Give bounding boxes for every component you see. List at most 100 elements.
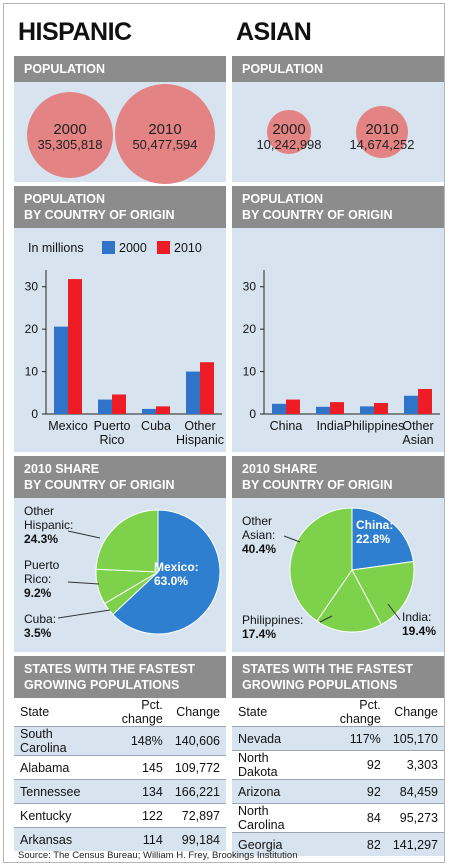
population-circle-2000: [267, 110, 311, 154]
legend-label-2010: 2010: [174, 241, 202, 255]
legend-swatch-2010: [157, 241, 170, 254]
x-tick-label: Puerto: [94, 419, 131, 433]
population-circle-2010: [356, 106, 408, 158]
population-label-2000: 2000 10,242,998: [256, 121, 322, 152]
bar-2000-mexico: [54, 326, 68, 414]
x-tick-label: Philippines: [344, 419, 404, 433]
col-state: State: [232, 698, 316, 727]
y-tick-label: 10: [243, 365, 257, 379]
pie-chart-hispanic: [57, 509, 221, 635]
states-header: STATES WITH THE FASTEST GROWING POPULATIO…: [232, 656, 444, 698]
states-table-asian: State Pct. change Change Nevada 117% 105,1…: [232, 698, 444, 856]
pie-slice-china: [351, 507, 414, 571]
col-pct: Pct. change: [315, 698, 387, 727]
pie-slice-other-hispanic: [95, 509, 159, 573]
table-row: Alabama 145 109,772: [14, 755, 226, 780]
bar-2010-china: [286, 399, 300, 414]
leader-line: [319, 615, 333, 623]
population-label-2010: 2010 14,674,252: [349, 121, 415, 152]
col-change: Change: [168, 698, 226, 727]
population-circle-2010: [115, 84, 215, 184]
table-row: Nevada 117% 105,170: [232, 726, 444, 751]
pie-slice-philippines: [316, 569, 382, 633]
population-header: POPULATION: [14, 56, 226, 82]
pie-label-other-asian: Other Asian: 40.4%: [242, 514, 277, 556]
population-band: 2000 35,305,818 2010 50,477,594: [14, 82, 226, 184]
col-change: Change: [386, 698, 444, 727]
pie-slice-india: [351, 560, 415, 626]
share-header: 2010 SHARE BY COUNTRY OF ORIGIN: [14, 456, 226, 498]
x-tick-label: Other: [402, 419, 433, 433]
origin-chart-band: 0 10 20 30 China India Philippines Other Asian: [232, 228, 444, 452]
population-header: POPULATION: [232, 56, 444, 82]
legend-swatch-2000: [102, 241, 115, 254]
x-tick-label: Asian: [402, 433, 433, 447]
x-tick-label: Hispanic: [176, 433, 224, 447]
bar-2010-other-asian: [418, 388, 432, 414]
y-tick-label: 10: [25, 365, 39, 379]
origin-header: POPULATION BY COUNTRY OF ORIGIN: [14, 186, 226, 228]
bar-2010-india: [330, 402, 344, 414]
share-chart-band: Other Asian: 40.4% Philippines: 17.4% China…: [232, 498, 444, 652]
population-circle-2000: [27, 92, 113, 178]
x-tick-label: Rico: [99, 433, 124, 447]
bar-2000-other-asian: [404, 395, 418, 414]
bar-2010-mexico: [68, 279, 82, 414]
source-note: Source: The Census Bureau; William H. Fr…: [18, 850, 298, 861]
pie-slice-mexico: [112, 509, 221, 635]
bar-2010-puerto-rico: [112, 394, 126, 414]
table-row: Arkansas 114 99,184: [14, 827, 226, 851]
origin-chart-band: 0 10 20 30 Mexico Puerto Rico Cuba Other Hispanic…: [14, 228, 226, 452]
group-title: ASIAN: [236, 18, 312, 46]
y-tick-label: 20: [25, 322, 39, 336]
pie-label-mexico: Mexico: 63.0%: [154, 560, 199, 588]
table-row: Georgia 82 141,297: [232, 832, 444, 856]
y-tick-label: 30: [243, 280, 257, 294]
bar-2010-philippines: [374, 402, 388, 414]
pie-slice-other-asian: [289, 507, 353, 622]
bar-2010-cuba: [156, 406, 170, 414]
table-row: South Carolina 148% 140,606: [14, 726, 226, 756]
states-table-hispanic: State Pct. change Change South Carolina 1…: [14, 698, 226, 851]
pie-label-india: India: 19.4%: [402, 610, 437, 638]
bar-2010-other-hispanic: [200, 362, 214, 414]
pie-label-china: China: 22.8%: [356, 518, 394, 546]
x-tick-label: India: [316, 419, 343, 433]
leader-line: [283, 535, 301, 543]
bar-2000-china: [272, 403, 286, 414]
leader-line: [67, 530, 101, 539]
share-header: 2010 SHARE BY COUNTRY OF ORIGIN: [232, 456, 444, 498]
table-row: North Carolina 84 95,273: [232, 803, 444, 833]
table-row: Arizona 92 84,459: [232, 779, 444, 804]
bar-2000-philippines: [360, 406, 374, 414]
bar-2000-cuba: [142, 408, 156, 414]
legend-unit: In millions: [28, 241, 84, 255]
leader-line: [57, 609, 111, 619]
pie-label-cuba: Cuba: 3.5%: [24, 612, 57, 640]
share-chart-band: Other Hispanic: 24.3% Puerto Rico: 9.2% Cuba…: [14, 498, 226, 652]
infographic-frame: HISPANIC POPULATION 2000 35,305,818 2010 5…: [3, 3, 445, 863]
pie-label-philippines: Philippines: 17.4%: [242, 613, 304, 641]
table-row: Tennessee 134 166,221: [14, 779, 226, 804]
x-tick-label: Mexico: [48, 419, 88, 433]
table-row: Kentucky 122 72,897: [14, 803, 226, 828]
y-tick-label: 0: [249, 407, 256, 421]
leader-line: [387, 603, 401, 621]
bar-2000-puerto-rico: [98, 399, 112, 414]
col-state: State: [14, 698, 101, 727]
y-tick-label: 20: [243, 322, 257, 336]
x-tick-label: Cuba: [141, 419, 171, 433]
pie-label-puerto-rico: Puerto Rico: 9.2%: [24, 558, 60, 600]
bar-2000-other-hispanic: [186, 371, 200, 414]
y-tick-label: 0: [31, 407, 38, 421]
population-label-2010: 2010 50,477,594: [132, 121, 198, 152]
origin-header: POPULATION BY COUNTRY OF ORIGIN: [232, 186, 444, 228]
y-tick-label: 30: [25, 280, 39, 294]
pie-chart-asian: [283, 507, 415, 633]
x-tick-label: Other: [184, 419, 215, 433]
col-pct: Pct. change: [100, 698, 169, 727]
table-row: North Dakota 92 3,303: [232, 750, 444, 780]
pie-label-other-hispanic: Other Hispanic: 24.3%: [24, 504, 74, 546]
